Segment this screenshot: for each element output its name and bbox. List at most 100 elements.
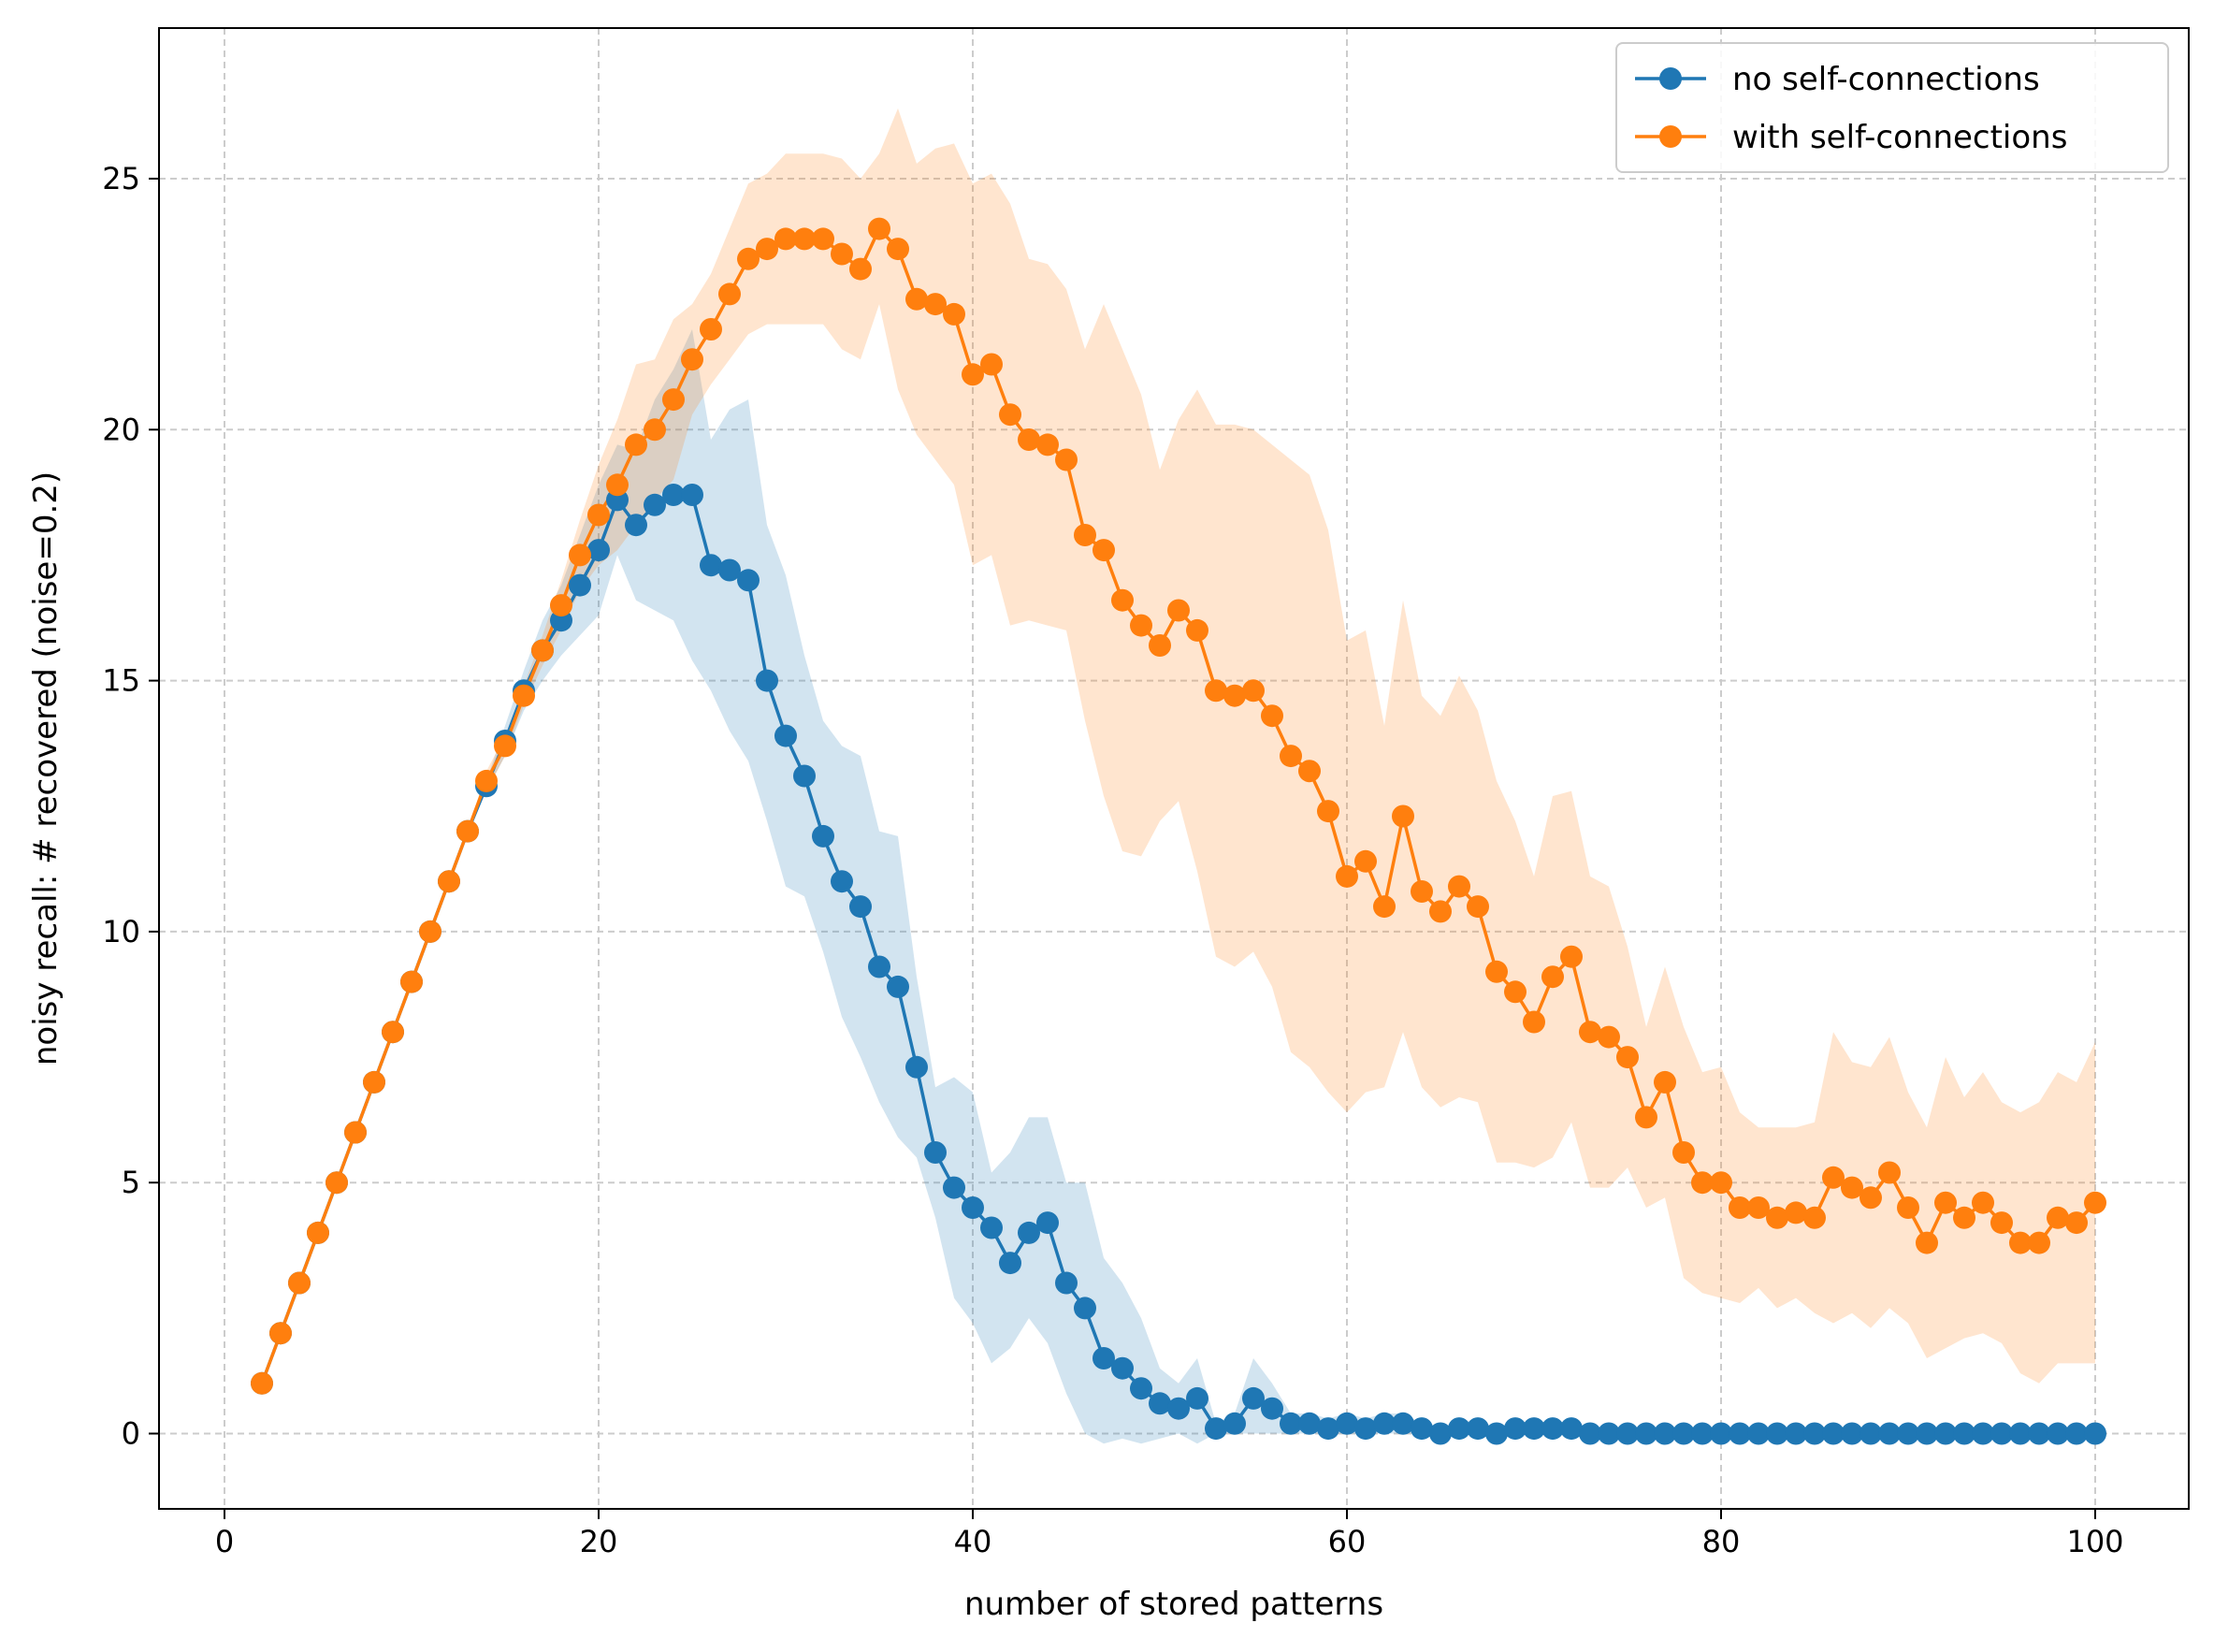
y-tick-label: 15 xyxy=(102,663,140,699)
data-point xyxy=(1579,1021,1601,1044)
data-point xyxy=(1411,880,1433,903)
data-point xyxy=(438,870,460,893)
data-point xyxy=(1448,875,1470,898)
data-point xyxy=(1111,588,1134,612)
data-point xyxy=(1093,1347,1115,1369)
data-point xyxy=(1485,1422,1508,1445)
data-point xyxy=(569,573,591,597)
data-point xyxy=(587,539,610,562)
data-point xyxy=(1560,1417,1583,1441)
data-point xyxy=(962,363,984,386)
data-point xyxy=(924,293,947,316)
data-point xyxy=(1261,704,1283,728)
data-point xyxy=(2009,1231,2032,1254)
data-point xyxy=(1186,618,1208,642)
legend-box xyxy=(1615,42,2169,173)
data-point xyxy=(550,594,572,617)
data-point xyxy=(1055,448,1078,471)
data-point xyxy=(962,1196,984,1219)
legend-label: with self-connections xyxy=(1732,119,2067,156)
data-point xyxy=(1074,524,1096,546)
data-point xyxy=(2065,1211,2088,1235)
data-point xyxy=(1541,965,1564,989)
data-point xyxy=(943,1176,965,1199)
data-point xyxy=(569,543,591,567)
data-point xyxy=(606,473,629,497)
data-point xyxy=(1261,1397,1283,1420)
data-point xyxy=(587,503,610,527)
y-tick-label: 20 xyxy=(102,412,140,447)
data-point xyxy=(1635,1106,1657,1129)
data-point xyxy=(1672,1422,1695,1445)
data-point xyxy=(1130,1377,1152,1400)
data-point xyxy=(1167,599,1190,622)
data-point xyxy=(1729,1196,1751,1219)
legend-label: no self-connections xyxy=(1732,61,2040,98)
data-point xyxy=(2065,1422,2088,1445)
data-point xyxy=(2047,1206,2069,1229)
data-point xyxy=(1448,1417,1470,1441)
axis-ticks: 0 20 40 60 80 100 0 5 10 15 20 25 xyxy=(102,161,2123,1559)
x-tick-label: 60 xyxy=(1328,1524,1367,1559)
data-point xyxy=(307,1221,329,1244)
data-point xyxy=(1298,760,1321,783)
data-point xyxy=(1635,1422,1657,1445)
legend-marker xyxy=(1659,125,1682,148)
legend: no self-connections with self-connections xyxy=(1615,42,2169,173)
data-point xyxy=(980,1216,1003,1239)
grid xyxy=(159,28,2189,1509)
data-point xyxy=(1074,1297,1096,1320)
data-point xyxy=(625,433,647,456)
data-point xyxy=(1130,614,1152,637)
data-point xyxy=(737,247,760,270)
data-point xyxy=(1897,1422,1919,1445)
data-point xyxy=(1747,1422,1770,1445)
data-point xyxy=(700,554,722,577)
data-point xyxy=(1729,1422,1751,1445)
data-point xyxy=(288,1271,311,1295)
data-point xyxy=(1280,745,1302,768)
data-point xyxy=(419,920,441,943)
data-point xyxy=(1710,1171,1732,1195)
data-point xyxy=(1186,1386,1208,1410)
data-point xyxy=(1317,800,1339,823)
data-point xyxy=(980,353,1003,376)
data-point xyxy=(1429,900,1452,923)
data-point xyxy=(494,734,516,758)
data-point xyxy=(868,955,890,978)
data-point xyxy=(2047,1422,2069,1445)
data-point xyxy=(793,227,816,251)
data-point xyxy=(1654,1422,1676,1445)
data-point xyxy=(1055,1271,1078,1295)
data-point xyxy=(1336,1412,1358,1435)
data-point xyxy=(1859,1422,1882,1445)
data-point xyxy=(793,764,816,788)
data-point xyxy=(756,669,778,692)
data-point xyxy=(700,318,722,341)
data-point xyxy=(475,769,498,792)
data-point xyxy=(1485,960,1508,983)
data-point xyxy=(943,302,965,326)
data-point xyxy=(1205,679,1227,703)
x-tick-label: 0 xyxy=(215,1524,234,1559)
data-point xyxy=(1541,1417,1564,1441)
data-point xyxy=(1167,1397,1190,1420)
data-point xyxy=(1897,1196,1919,1219)
data-point xyxy=(681,484,703,506)
plot-frame xyxy=(158,27,2190,1510)
x-tick-label: 80 xyxy=(1702,1524,1741,1559)
data-point xyxy=(887,238,909,261)
data-point xyxy=(1691,1171,1714,1195)
data-point xyxy=(887,975,909,998)
data-point xyxy=(662,484,685,506)
data-point xyxy=(251,1371,273,1395)
data-point xyxy=(1672,1141,1695,1164)
data-point xyxy=(662,388,685,412)
data-point xyxy=(382,1021,404,1044)
x-tick-label: 40 xyxy=(954,1524,992,1559)
data-point xyxy=(1878,1422,1901,1445)
y-tick-label: 0 xyxy=(122,1416,140,1452)
data-point xyxy=(513,684,535,707)
data-point xyxy=(2009,1422,2032,1445)
data-point xyxy=(1953,1422,1975,1445)
